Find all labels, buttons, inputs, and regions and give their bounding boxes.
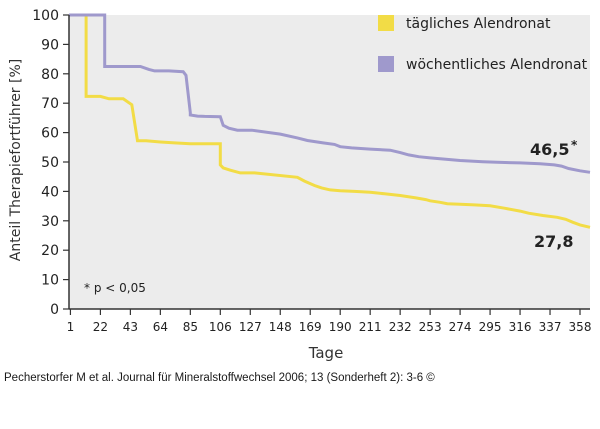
x-tick-label: 169 [299, 320, 322, 334]
series-line-1 [69, 13, 591, 229]
x-axis-label: Tage [308, 344, 344, 362]
x-tick-label: 148 [269, 320, 292, 334]
x-tick-label: 127 [239, 320, 262, 334]
x-tick-label: 85 [183, 320, 198, 334]
x-tick-label: 64 [153, 320, 168, 334]
y-tick-label: 50 [41, 155, 59, 171]
x-tick-label: 43 [123, 320, 138, 334]
x-ticks: 1 22 43 64 85 106 127 148 169 190 211 232 253 274 295 3… [67, 309, 592, 334]
x-tick-label: 253 [419, 320, 442, 334]
y-tick-label: 0 [50, 302, 59, 318]
x-tick-label: 358 [569, 320, 592, 334]
series-layer [69, 13, 591, 229]
y-tick-label: 30 [41, 214, 59, 230]
y-tick-label: 40 [41, 184, 59, 200]
legend-label-2: wöchentliches Alendronat [406, 57, 588, 73]
y-tick-label: 90 [41, 37, 59, 53]
end-label-weekly-mark: * [571, 138, 578, 152]
x-tick-label: 316 [509, 320, 532, 334]
legend: tägliches Alendronat wöchentliches Alendr… [378, 15, 588, 73]
x-tick-label: 337 [539, 320, 562, 334]
end-label-weekly: 46,5 [530, 140, 569, 159]
y-axis-label: Anteil Therapiefortführer [%] [8, 59, 24, 261]
x-tick-label: 232 [389, 320, 412, 334]
significance-note: * p < 0,05 [84, 281, 146, 295]
source-caption: Pecherstorfer M et al. Journal für Miner… [4, 372, 435, 384]
y-tick-label: 10 [41, 273, 59, 289]
y-tick-label: 70 [41, 96, 59, 112]
x-tick-label: 190 [329, 320, 352, 334]
end-label-daily: 27,8 [534, 232, 573, 251]
y-tick-label: 80 [41, 67, 59, 83]
x-tick-label: 1 [67, 320, 75, 334]
y-ticks: 0 10 20 30 40 50 60 70 80 90 100 [32, 8, 69, 318]
legend-label-1: tägliches Alendronat [406, 16, 551, 32]
x-tick-label: 22 [93, 320, 108, 334]
series-line-2 [69, 13, 591, 174]
y-tick-label: 20 [41, 243, 59, 259]
x-tick-label: 211 [359, 320, 382, 334]
x-tick-label: 295 [479, 320, 502, 334]
x-tick-label: 274 [449, 320, 472, 334]
kaplan-meier-chart: 0 10 20 30 40 50 60 70 80 90 100 1 22 43 64 85 106 127 14… [8, 8, 592, 362]
x-tick-label: 106 [209, 320, 232, 334]
y-tick-label: 100 [32, 8, 59, 24]
legend-swatch-2 [378, 56, 394, 72]
legend-swatch-1 [378, 15, 394, 31]
y-tick-label: 60 [41, 126, 59, 142]
end-labels: 46,5 * 27,8 [530, 138, 578, 251]
